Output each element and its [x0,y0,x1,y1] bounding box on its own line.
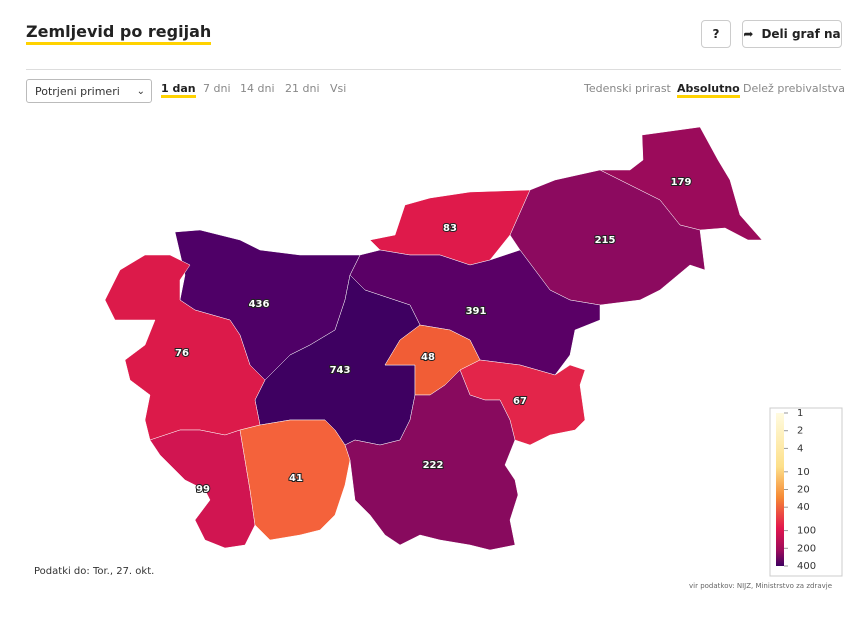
legend-label: 2 [797,426,803,437]
legend-label: 200 [797,543,816,554]
mode-tab[interactable]: Absolutno [677,82,740,98]
mode-tab[interactable]: Tedenski prirast [584,82,671,95]
divider [26,69,841,70]
period-tab[interactable]: Vsi [330,82,347,95]
footer-source: vir podatkov: NIJZ, Ministrstvo za zdrav… [689,582,832,590]
share-icon: ➦ [743,27,754,41]
legend-label: 400 [797,561,816,572]
share-label: Deli graf na [761,27,841,41]
region[interactable] [149,429,256,549]
region[interactable] [509,169,706,306]
period-tab[interactable]: 21 dni [285,82,320,95]
region-label: 215 [595,235,616,246]
help-button[interactable]: ? [701,20,731,48]
legend-label: 4 [797,443,803,454]
region-label: 83 [443,223,457,234]
region[interactable] [599,126,763,241]
legend-label: 20 [797,485,810,496]
period-tab[interactable]: 7 dni [203,82,231,95]
select-label: Potrjeni primeri [35,84,120,98]
period-tab[interactable]: 14 dni [240,82,275,95]
share-button[interactable]: ➦ Deli graf na [742,20,842,48]
footer-date: Podatki do: Tor., 27. okt. [34,566,154,577]
select[interactable]: Potrjeni primeri ⌄ [26,79,152,103]
select-arrow: ⌄ [136,85,145,97]
period-tab[interactable]: 1 dan [161,82,196,98]
region-label: 391 [466,306,487,317]
region-label: 67 [513,396,527,407]
region-label: 99 [196,484,210,495]
region[interactable] [344,369,519,551]
region-label: 436 [249,299,270,310]
region-label: 76 [175,348,189,359]
mode-tab[interactable]: Delež prebivalstva [743,82,846,95]
legend-label: 1 [797,408,803,419]
title: Zemljevid po regijah [26,22,212,45]
region-label: 222 [423,460,444,471]
legend-label: 10 [797,467,810,478]
region[interactable] [239,419,351,541]
region-label: 41 [289,473,303,484]
region-label: 179 [671,177,692,188]
legend-label: 40 [797,502,810,513]
region-label: 743 [330,365,351,376]
legend-label: 100 [797,526,816,537]
region-label: 48 [421,352,435,363]
legend-bar [776,413,784,566]
